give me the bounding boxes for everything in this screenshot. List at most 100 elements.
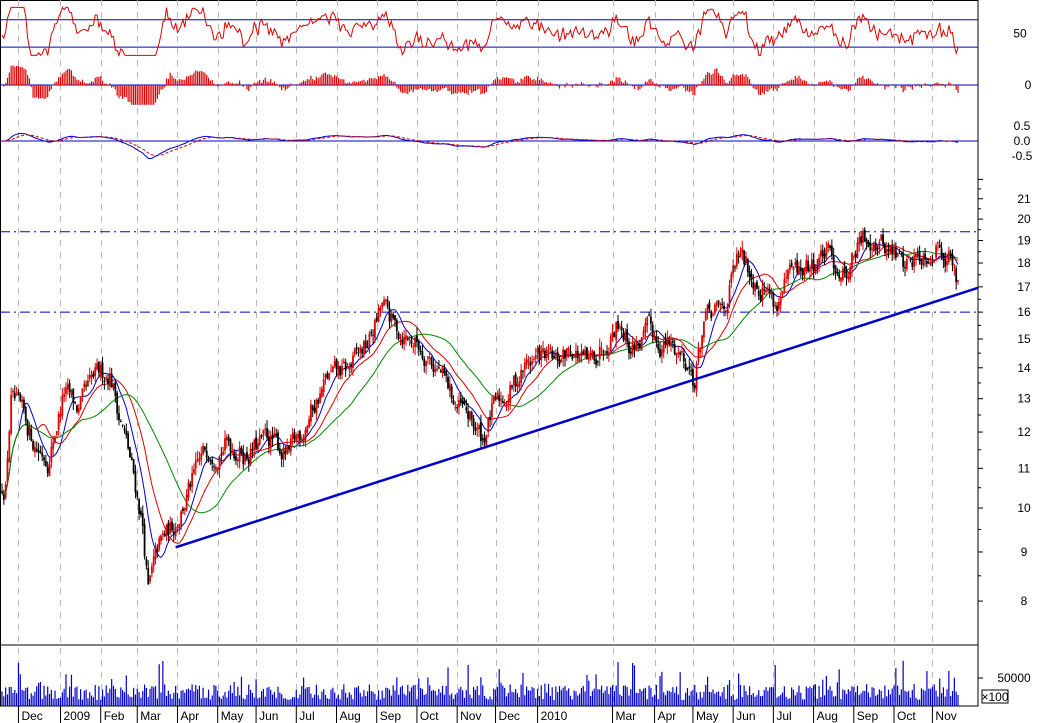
- volume-bar: [869, 697, 871, 706]
- histogram-bar: [664, 85, 667, 89]
- candle: [297, 430, 300, 444]
- candle-body: [412, 345, 415, 347]
- volume-bar: [642, 688, 645, 706]
- candle-body: [469, 411, 471, 421]
- volume-bar: [136, 688, 138, 706]
- volume-bar: [81, 699, 84, 706]
- price-tick-label: 8: [1021, 594, 1028, 608]
- histogram-bar: [178, 79, 180, 85]
- candle-body: [920, 260, 923, 265]
- volume-bar: [434, 690, 436, 706]
- candle-body: [24, 406, 27, 421]
- candle: [721, 297, 724, 308]
- volume-bar: [231, 692, 233, 706]
- volume-bar: [456, 692, 458, 706]
- candle: [496, 390, 499, 400]
- candle-body: [262, 429, 265, 434]
- candle: [893, 243, 895, 260]
- histogram-bar: [441, 85, 444, 89]
- candle-body: [187, 482, 190, 498]
- volume-bar: [637, 693, 639, 706]
- histogram-bar: [633, 85, 636, 89]
- volume-bar: [599, 689, 601, 706]
- volume-bar: [725, 698, 727, 706]
- histogram-bar: [611, 80, 614, 85]
- candle: [646, 316, 649, 334]
- candle: [752, 274, 755, 295]
- histogram-bar: [412, 85, 414, 93]
- candle-body: [766, 287, 769, 291]
- candle-body: [723, 305, 725, 310]
- volume-bar: [239, 695, 241, 706]
- histogram-bar: [45, 85, 47, 99]
- candle: [363, 339, 365, 358]
- candle-body: [527, 360, 530, 363]
- histogram-bar: [606, 85, 608, 86]
- candle-body: [618, 326, 621, 328]
- volume-bar: [606, 686, 608, 706]
- histogram-bar: [61, 73, 63, 85]
- volume-bar: [743, 685, 745, 706]
- volume-bar: [946, 689, 948, 706]
- candle-body: [388, 307, 391, 322]
- price-tick-label: 18: [1017, 256, 1031, 270]
- volume-bar: [430, 690, 433, 706]
- histogram-bar: [140, 85, 142, 105]
- candle-body: [949, 252, 952, 257]
- histogram-bar: [125, 85, 127, 98]
- histogram-bar: [330, 75, 332, 85]
- candle: [613, 331, 616, 338]
- histogram-bar: [16, 65, 18, 85]
- candle: [224, 430, 226, 455]
- histogram-bar: [429, 85, 431, 89]
- volume-bar: [765, 687, 767, 706]
- volume-bar: [248, 684, 250, 706]
- volume-bar: [703, 691, 705, 706]
- histogram-bar: [549, 82, 551, 85]
- candle-body: [379, 307, 382, 311]
- candle: [728, 279, 731, 309]
- histogram-bar: [840, 85, 842, 90]
- volume-bar: [131, 697, 133, 706]
- volume-bar: [749, 686, 751, 706]
- x-tick-label: Aug: [817, 709, 838, 723]
- histogram-bar: [683, 85, 685, 88]
- candle: [434, 362, 437, 377]
- histogram-bar: [43, 85, 45, 100]
- candle-body: [10, 394, 13, 434]
- volume-bar: [310, 693, 312, 706]
- volume-bar: [138, 692, 140, 706]
- volume-bar: [273, 691, 275, 706]
- histogram-bar: [189, 75, 191, 85]
- candle: [346, 362, 349, 369]
- candle-body: [926, 260, 928, 264]
- candle: [818, 253, 820, 273]
- candle-body: [617, 320, 619, 329]
- histogram-bar: [772, 85, 774, 92]
- histogram-bar: [26, 74, 29, 85]
- candle: [130, 452, 133, 461]
- candle: [216, 466, 219, 476]
- price-tick-label: 16: [1017, 305, 1031, 319]
- candle: [134, 464, 137, 499]
- candle-body: [905, 259, 908, 269]
- candle: [651, 321, 654, 344]
- candle-body: [500, 398, 502, 400]
- candle-body: [721, 303, 724, 305]
- histogram-bar: [880, 84, 882, 85]
- histogram-bar: [761, 85, 764, 93]
- candle: [774, 301, 777, 309]
- x-tick-label: Mar: [616, 709, 637, 723]
- candle-body: [827, 243, 830, 248]
- candle: [317, 397, 320, 408]
- volume-bar: [690, 691, 692, 706]
- candle-body: [191, 473, 194, 487]
- histogram-bar: [511, 78, 513, 85]
- candle-body: [589, 352, 592, 356]
- candle-body: [408, 337, 411, 339]
- volume-bar: [244, 699, 246, 706]
- candle-body: [183, 507, 186, 511]
- macd-tick-label: 0.0: [1014, 134, 1031, 148]
- candle-body: [152, 556, 155, 566]
- candle-body: [255, 437, 257, 449]
